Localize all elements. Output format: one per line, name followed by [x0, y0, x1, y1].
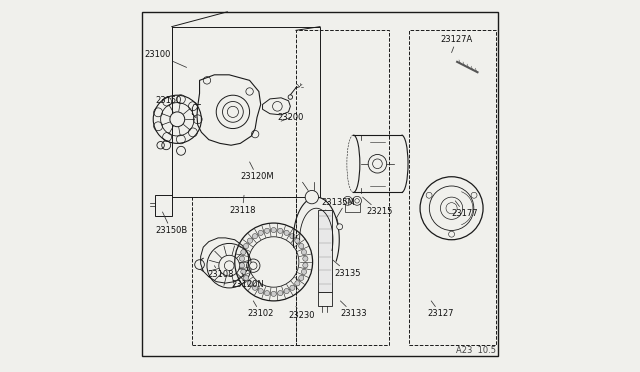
- Circle shape: [290, 234, 295, 239]
- Bar: [155, 195, 172, 216]
- Circle shape: [252, 285, 257, 291]
- Text: 23120N: 23120N: [231, 273, 264, 289]
- Circle shape: [239, 263, 244, 268]
- Text: 23230: 23230: [289, 307, 315, 320]
- Text: 23118: 23118: [229, 195, 256, 215]
- Circle shape: [284, 230, 289, 235]
- Text: 23135M: 23135M: [322, 198, 356, 210]
- Circle shape: [252, 234, 257, 239]
- Text: 23108: 23108: [207, 266, 234, 279]
- Text: 23127: 23127: [428, 301, 454, 318]
- Circle shape: [264, 291, 269, 296]
- Circle shape: [243, 275, 249, 280]
- Text: 23102: 23102: [248, 301, 274, 318]
- Circle shape: [219, 255, 239, 276]
- Circle shape: [264, 228, 269, 233]
- Circle shape: [368, 154, 387, 173]
- Circle shape: [343, 196, 352, 205]
- Circle shape: [288, 95, 292, 99]
- Circle shape: [248, 281, 253, 286]
- Text: 23215: 23215: [363, 197, 393, 217]
- Bar: [409, 31, 496, 345]
- Circle shape: [337, 224, 342, 230]
- Text: 23135: 23135: [333, 260, 362, 278]
- Text: 23100: 23100: [144, 50, 187, 67]
- Circle shape: [250, 262, 257, 269]
- Circle shape: [170, 112, 185, 127]
- Circle shape: [271, 291, 276, 296]
- Text: A23  10.5: A23 10.5: [456, 346, 496, 355]
- Circle shape: [353, 196, 362, 205]
- Circle shape: [290, 285, 295, 291]
- Text: 23150: 23150: [155, 96, 182, 108]
- Text: 23177: 23177: [452, 201, 478, 218]
- Bar: [318, 210, 332, 292]
- Circle shape: [278, 291, 283, 296]
- Circle shape: [271, 228, 276, 233]
- Bar: [296, 31, 388, 345]
- Circle shape: [278, 228, 283, 233]
- Circle shape: [258, 230, 263, 235]
- Text: 23133: 23133: [340, 301, 367, 318]
- Circle shape: [239, 256, 244, 261]
- Circle shape: [301, 250, 307, 255]
- Text: 23120M: 23120M: [240, 162, 274, 181]
- Bar: [192, 197, 296, 345]
- Text: 23200: 23200: [277, 113, 304, 122]
- Circle shape: [303, 256, 308, 261]
- Circle shape: [426, 192, 432, 198]
- Circle shape: [420, 177, 483, 240]
- Bar: [318, 292, 332, 307]
- Circle shape: [195, 260, 204, 269]
- Circle shape: [223, 102, 243, 122]
- Circle shape: [299, 275, 304, 280]
- Circle shape: [284, 289, 289, 294]
- Circle shape: [440, 197, 463, 219]
- Circle shape: [241, 269, 246, 275]
- Circle shape: [241, 250, 246, 255]
- Text: 23127A: 23127A: [440, 35, 473, 52]
- Circle shape: [305, 190, 319, 204]
- Circle shape: [243, 243, 249, 248]
- Circle shape: [449, 231, 454, 237]
- Circle shape: [248, 238, 253, 243]
- Bar: [172, 27, 320, 197]
- Circle shape: [258, 289, 263, 294]
- Circle shape: [299, 243, 304, 248]
- Circle shape: [295, 238, 300, 243]
- Bar: [345, 203, 360, 212]
- Circle shape: [301, 269, 307, 275]
- Circle shape: [303, 263, 308, 268]
- Text: 23150B: 23150B: [155, 212, 188, 235]
- Circle shape: [471, 192, 477, 198]
- Circle shape: [295, 281, 300, 286]
